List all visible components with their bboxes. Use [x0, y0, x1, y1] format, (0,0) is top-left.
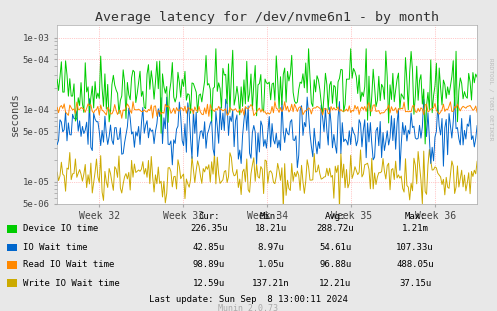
Text: 37.15u: 37.15u — [399, 279, 431, 287]
Text: Munin 2.0.73: Munin 2.0.73 — [219, 304, 278, 311]
Text: Last update: Sun Sep  8 13:00:11 2024: Last update: Sun Sep 8 13:00:11 2024 — [149, 295, 348, 304]
Text: 96.88u: 96.88u — [320, 261, 351, 269]
Text: 1.05u: 1.05u — [257, 261, 284, 269]
Text: Max:: Max: — [404, 212, 426, 220]
Text: IO Wait time: IO Wait time — [23, 243, 88, 252]
Text: 54.61u: 54.61u — [320, 243, 351, 252]
Y-axis label: seconds: seconds — [10, 92, 20, 136]
Text: RRDTOOL / TOBI OETIKER: RRDTOOL / TOBI OETIKER — [489, 58, 494, 141]
Text: 226.35u: 226.35u — [190, 224, 228, 233]
Text: Write IO Wait time: Write IO Wait time — [23, 279, 120, 287]
Text: 98.89u: 98.89u — [193, 261, 225, 269]
Text: Avg:: Avg: — [325, 212, 346, 220]
Text: 107.33u: 107.33u — [396, 243, 434, 252]
Text: 288.72u: 288.72u — [317, 224, 354, 233]
Text: Read IO Wait time: Read IO Wait time — [23, 261, 115, 269]
Text: 137.21n: 137.21n — [252, 279, 290, 287]
Text: 42.85u: 42.85u — [193, 243, 225, 252]
Text: 8.97u: 8.97u — [257, 243, 284, 252]
Text: Cur:: Cur: — [198, 212, 220, 220]
Text: 12.21u: 12.21u — [320, 279, 351, 287]
Text: 12.59u: 12.59u — [193, 279, 225, 287]
Text: 1.21m: 1.21m — [402, 224, 428, 233]
Text: 18.21u: 18.21u — [255, 224, 287, 233]
Title: Average latency for /dev/nvme6n1 - by month: Average latency for /dev/nvme6n1 - by mo… — [95, 11, 439, 24]
Text: Device IO time: Device IO time — [23, 224, 98, 233]
Text: Min:: Min: — [260, 212, 282, 220]
Text: 488.05u: 488.05u — [396, 261, 434, 269]
